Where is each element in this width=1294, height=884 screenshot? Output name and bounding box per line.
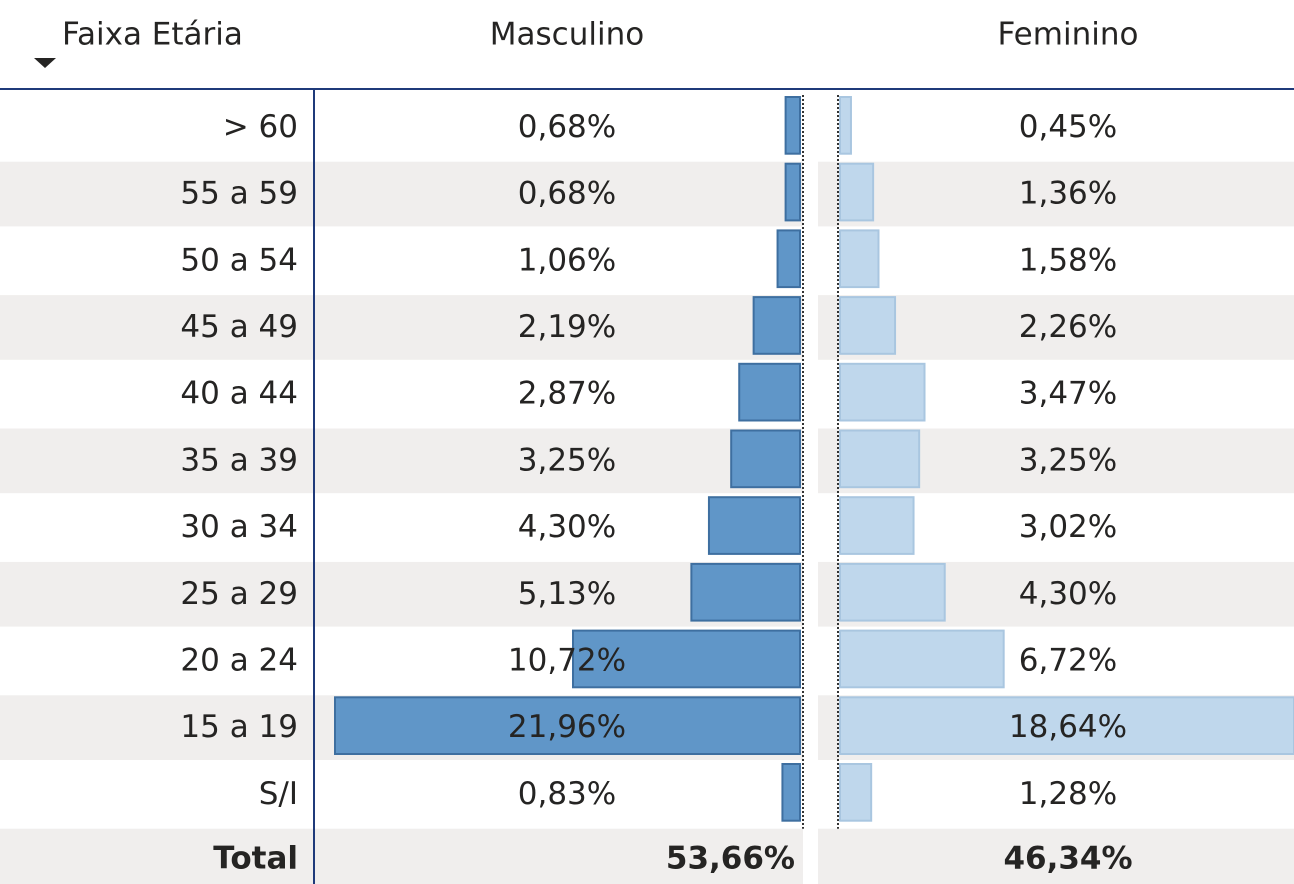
female-bar [839,96,852,155]
row-stripe [0,295,803,360]
header-age[interactable]: Faixa Etária [62,17,243,53]
female-bar [839,429,921,489]
row-stripe [0,428,803,494]
female-value: 1,58% [1019,242,1117,278]
male-value: 0,83% [518,776,616,812]
row-stripe [0,828,803,884]
male-bar [776,229,801,289]
female-value: 18,64% [1009,709,1127,745]
male-bar [707,496,801,555]
female-value: 3,47% [1019,376,1117,412]
row-stripe [818,161,1294,227]
header-female[interactable]: Feminino [998,17,1139,53]
sort-arrow[interactable] [34,58,56,68]
female-value: 0,45% [1019,109,1117,145]
male-value: 1,06% [518,242,616,278]
age-label: > 60 [223,109,298,145]
male-bar [730,429,802,489]
total-label: Total [213,841,298,877]
male-value: 3,25% [518,442,616,478]
male-value: 10,72% [508,642,626,678]
male-bar [784,96,801,155]
female-bar [839,696,1294,755]
female-value: 6,72% [1019,642,1117,678]
male-bar [752,296,802,355]
header-male[interactable]: Masculino [490,17,644,53]
male-value: 0,68% [518,109,616,145]
female-bar [839,362,926,422]
female-bar [839,496,915,555]
female-value: 4,30% [1019,576,1117,612]
age-label: 30 a 34 [180,509,298,545]
male-bar [572,629,802,689]
age-label: 15 a 19 [180,709,298,745]
female-value: 3,02% [1019,509,1117,545]
age-label: 20 a 24 [180,642,298,678]
male-value: 2,87% [518,376,616,412]
female-bar [839,562,946,622]
age-label: 25 a 29 [180,576,298,612]
female-value: 3,25% [1019,442,1117,478]
female-value: 1,28% [1019,776,1117,812]
female-total: 46,34% [1003,841,1132,877]
age-label: 35 a 39 [180,442,298,478]
male-value: 4,30% [518,509,616,545]
male-bar [781,763,802,822]
age-label: 45 a 49 [180,309,298,345]
row-stripe [0,161,803,227]
female-value: 1,36% [1019,176,1117,212]
male-value: 21,96% [508,709,626,745]
male-value: 2,19% [518,309,616,345]
row-stripe [818,828,1294,884]
male-bar [738,362,802,422]
female-bar [839,296,897,355]
age-label: 40 a 44 [180,376,298,412]
female-value: 2,26% [1019,309,1117,345]
male-total: 53,66% [666,841,795,877]
female-bar [839,763,873,822]
age-label: 55 a 59 [180,176,298,212]
age-label: 50 a 54 [180,242,298,278]
row-stripe [0,561,803,627]
male-bar [690,562,801,622]
male-value: 0,68% [518,176,616,212]
female-bar [839,229,880,289]
row-backgrounds [0,161,1294,884]
female-bar [839,629,1005,689]
male-bar [334,696,801,755]
male-bar [784,162,801,222]
male-value: 5,13% [518,576,616,612]
row-stripe [818,295,1294,360]
age-label: S/I [259,776,298,812]
female-bar [839,162,875,222]
data-bars [334,96,1294,822]
